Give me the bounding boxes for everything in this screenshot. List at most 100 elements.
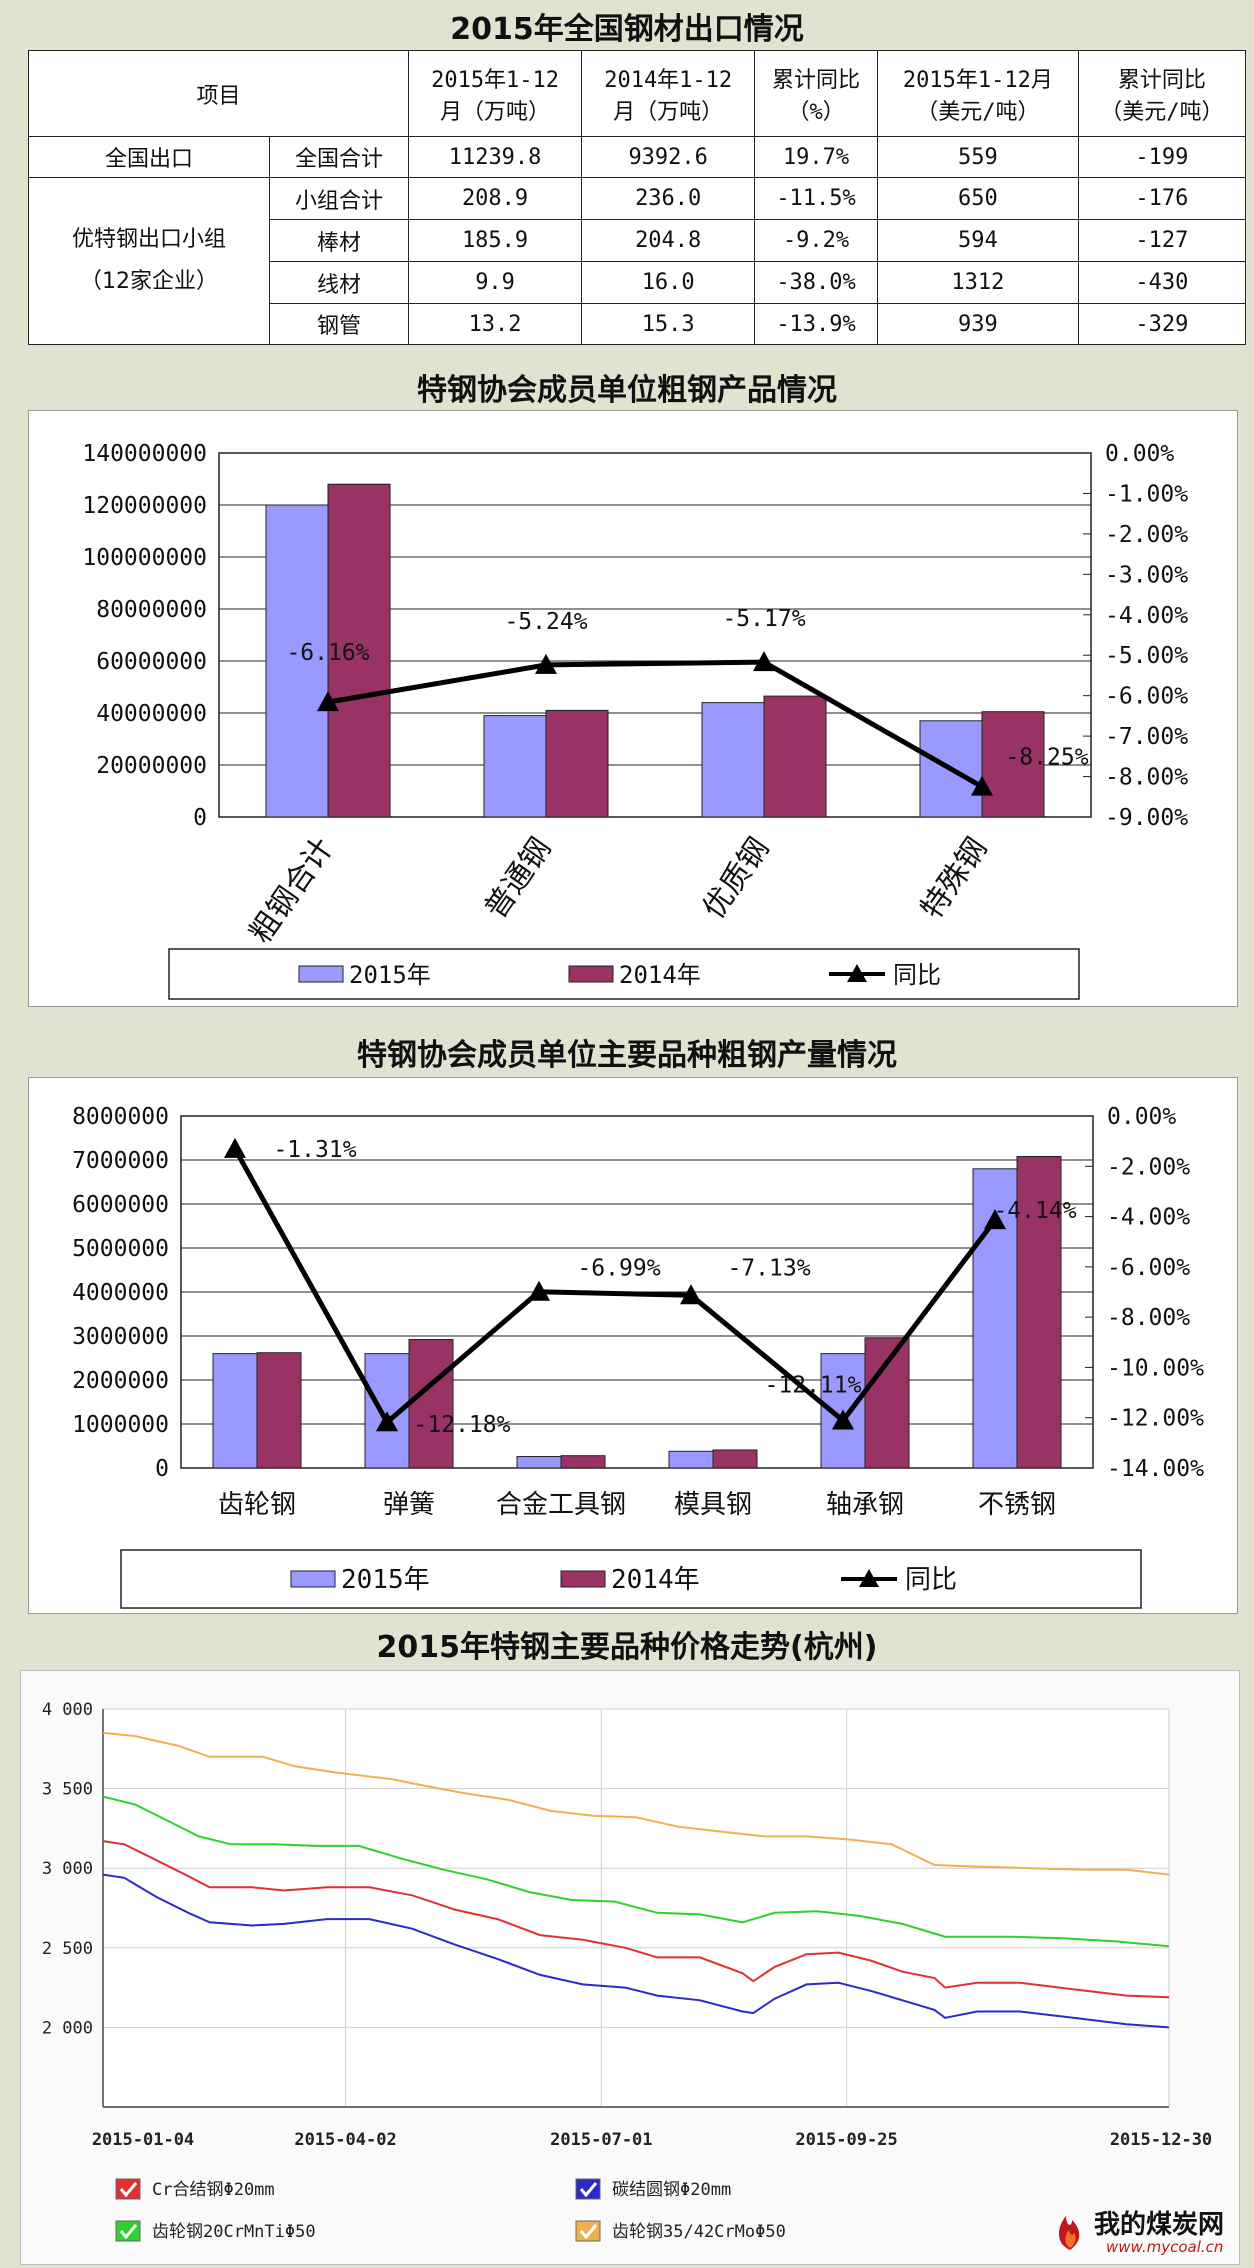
data-label: -6.99% — [577, 1256, 660, 1282]
y2-tick-label: -6.00% — [1107, 1255, 1190, 1281]
legend-label: 2014年 — [619, 961, 701, 989]
cell: 15.3 — [581, 303, 756, 345]
y-tick-label: 40000000 — [96, 701, 207, 727]
yoy-marker — [528, 1280, 550, 1301]
chart1-title: 特钢协会成员单位粗钢产品情况 — [417, 373, 837, 408]
data-label: -12.18% — [414, 1412, 511, 1438]
cell: 9.9 — [407, 261, 583, 304]
legend-label: 同比 — [893, 961, 941, 989]
y2-tick-label: -4.00% — [1105, 603, 1188, 629]
legend-check-icon — [579, 2182, 598, 2198]
x-tick-label: 2015-01-04 — [92, 2130, 194, 2150]
bar-2014 — [763, 695, 827, 818]
data-label: -5.17% — [722, 606, 805, 632]
data-label: -5.24% — [504, 609, 587, 635]
legend-swatch — [568, 965, 614, 983]
y2-tick-label: -3.00% — [1105, 562, 1188, 588]
watermark-url: www.mycoal.cn — [1106, 2238, 1224, 2256]
y-tick-label: 0 — [193, 805, 207, 831]
yoy-marker — [832, 1409, 854, 1430]
x-tick-label: 合金工具钢 — [496, 1490, 626, 1520]
yoy-marker — [535, 653, 557, 674]
bar-2015 — [668, 1450, 714, 1469]
x-tick-label: 普通钢 — [478, 832, 558, 926]
cell: -13.9% — [754, 303, 878, 345]
y-tick-label: 3 000 — [42, 1859, 93, 1879]
x-tick-label: 2015-09-25 — [795, 2130, 897, 2150]
bar-2014 — [712, 1449, 758, 1469]
chart2-svg: 8000000 7000000 6000000 5000000 4000000 30000… — [72, 1104, 1204, 1609]
y-tick-label: 140000000 — [82, 441, 207, 467]
y2-tick-label: -2.00% — [1105, 522, 1188, 548]
table-row: 全国出口 全国合计 11239.8 9392.6 19.7% 559 -199 — [28, 136, 1247, 178]
header-item: 项目 — [28, 50, 409, 137]
yoy-marker — [317, 691, 339, 712]
y-tick-label: 3 500 — [42, 1780, 93, 1800]
cell: -127 — [1077, 219, 1247, 262]
x-tick-label: 不锈钢 — [978, 1490, 1056, 1520]
legend-checkbox — [575, 2178, 601, 2200]
y2-tick-label: -4.00% — [1107, 1205, 1190, 1231]
cell: 185.9 — [407, 219, 583, 262]
x-tick-label: 2015-04-02 — [294, 2130, 396, 2150]
bar-2014 — [560, 1455, 606, 1469]
price-line-4 — [102, 1731, 1170, 1876]
chart1-panel: 140000000 120000000 100000000 80000000 60000… — [28, 410, 1238, 1007]
x-tick-label: 模具钢 — [674, 1490, 752, 1520]
legend-check-icon — [119, 2224, 138, 2240]
data-label: -1.31% — [273, 1137, 356, 1163]
legend-marker — [859, 1569, 879, 1587]
yoy-marker — [224, 1137, 246, 1158]
y-tick-label: 1000000 — [72, 1412, 169, 1438]
legend-label: 2014年 — [611, 1565, 700, 1595]
table-row: 优特钢出口小组 （12家企业） 小组合计 208.9 236.0 -11.5% … — [28, 177, 1247, 345]
header-2015-volume: 2015年1-12 月（万吨） — [407, 50, 583, 137]
y-tick-label: 80000000 — [96, 597, 207, 623]
cell: 594 — [876, 219, 1079, 262]
bar-2015 — [701, 702, 765, 818]
chart3-title: 2015年特钢主要品种价格走势(杭州) — [376, 1630, 878, 1665]
legend-check-icon — [579, 2224, 598, 2240]
table-row: 钢管 13.2 15.3 -13.9% 939 -329 — [29, 303, 1247, 345]
flame-logo-icon — [1058, 2216, 1080, 2250]
x-tick-label: 2015-07-01 — [550, 2130, 652, 2150]
bar-2014 — [1016, 1155, 1062, 1469]
data-label: -4.14% — [993, 1198, 1076, 1224]
cell: 208.9 — [407, 177, 583, 220]
legend-checkbox — [115, 2220, 141, 2242]
x-tick-label: 齿轮钢 — [218, 1490, 296, 1520]
bar-2014 — [256, 1352, 302, 1469]
legend-swatch — [298, 965, 344, 983]
y-tick-label: 8000000 — [72, 1104, 169, 1130]
cell: 939 — [876, 303, 1079, 345]
chart3-svg: 4 000 3 500 3 000 2 500 2 000 2015-01-04 2015-… — [21, 1671, 1239, 2264]
y-tick-label: 2000000 — [72, 1368, 169, 1394]
bar-2015 — [483, 715, 547, 818]
legend-label: 齿轮钢35/42CrMoΦ50 — [612, 2222, 786, 2242]
y-tick-label: 4000000 — [72, 1280, 169, 1306]
yoy-marker — [376, 1411, 398, 1432]
y2-tick-label: -14.00% — [1107, 1456, 1204, 1482]
bar-2015 — [212, 1353, 258, 1469]
y2-tick-label: -6.00% — [1105, 684, 1188, 710]
cell: -176 — [1077, 177, 1247, 220]
cell: 9392.6 — [581, 136, 756, 178]
bar-2015 — [265, 504, 329, 818]
y-tick-label: 60000000 — [96, 649, 207, 675]
yoy-marker — [680, 1284, 702, 1305]
legend-label: 齿轮钢20CrMnTiΦ50 — [152, 2222, 316, 2242]
watermark-name: 我的煤炭网 — [1094, 2210, 1225, 2240]
data-label: -6.16% — [286, 640, 369, 666]
price-line-1 — [102, 1840, 1170, 1999]
data-label: -7.13% — [727, 1255, 810, 1281]
cell: -430 — [1077, 261, 1247, 304]
group-label-line1: 优特钢出口小组 — [71, 227, 226, 252]
yoy-marker — [753, 651, 775, 672]
chart1-svg: 140000000 120000000 100000000 80000000 60000… — [82, 441, 1188, 1000]
y2-tick-label: -12.00% — [1107, 1406, 1204, 1432]
y2-tick-label: -2.00% — [1107, 1154, 1190, 1180]
y2-tick-label: -1.00% — [1105, 481, 1188, 507]
x-tick-label: 2015-12-30 — [1110, 2130, 1212, 2150]
legend-checkbox — [115, 2178, 141, 2200]
legend-check-icon — [119, 2182, 138, 2198]
